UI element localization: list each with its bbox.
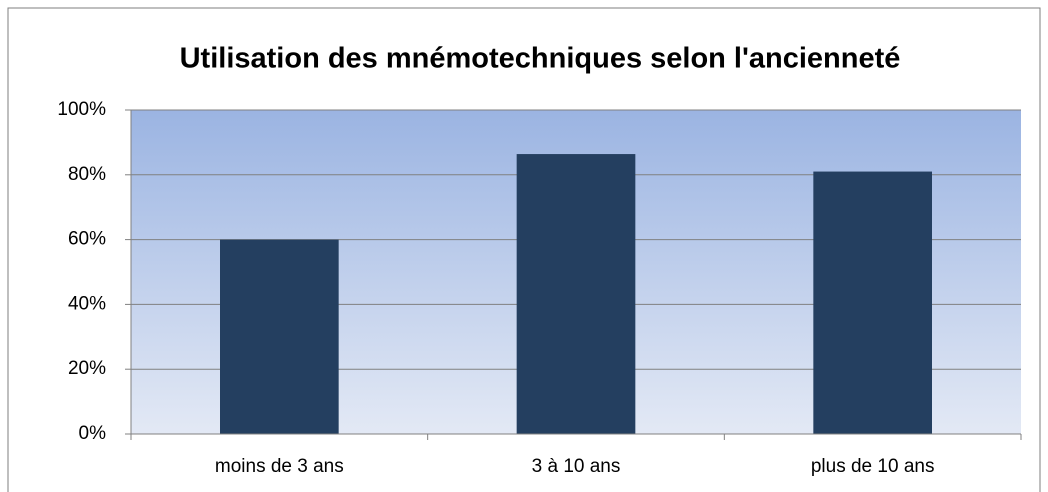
y-tick-label: 80% [68,164,106,185]
y-tick-label: 60% [68,229,106,250]
x-tick-label: plus de 10 ans [811,456,935,477]
y-tick-label: 100% [57,99,106,120]
bar [813,171,932,434]
y-tick-label: 0% [79,423,107,444]
bar [516,154,636,434]
bar [220,239,339,434]
chart-title: Utilisation des mnémotechniques selon l'… [180,43,901,75]
y-tick-label: 40% [68,293,106,314]
y-tick-label: 20% [68,358,106,379]
x-tick-label: moins de 3 ans [215,456,344,477]
x-tick-label: 3 à 10 ans [532,456,621,477]
